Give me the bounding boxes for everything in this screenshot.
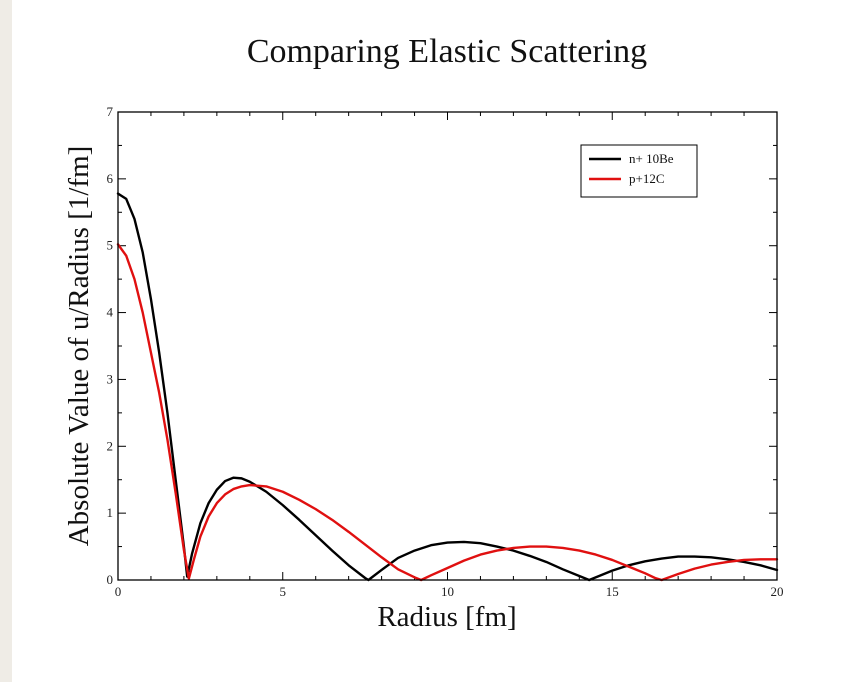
y-axis-label: Absolute Value of u/Radius [1/fm] (63, 146, 95, 547)
y-tick-label: 1 (107, 505, 114, 520)
x-tick-label: 5 (280, 584, 287, 599)
series-layer (116, 192, 779, 582)
y-tick-label: 2 (107, 438, 114, 453)
y-tick-label: 7 (107, 104, 114, 119)
x-tick-label: 20 (771, 584, 784, 599)
axis-ticks: 0 5 10 15 20 0 1 2 3 4 5 6 7 (107, 104, 784, 599)
y-tick-label: 5 (107, 238, 114, 253)
x-tick-label: 0 (115, 584, 122, 599)
plot-frame (117, 111, 778, 581)
x-tick-label: 15 (606, 584, 619, 599)
y-tick-label: 4 (107, 305, 114, 320)
y-tick-label: 3 (107, 371, 114, 386)
legend-label-0: n+ 10Be (629, 151, 674, 166)
legend: n+ 10Be p+12C (580, 144, 698, 198)
series-line-0 (116, 192, 779, 582)
y-tick-label: 0 (107, 572, 114, 587)
x-tick-label: 10 (441, 584, 454, 599)
y-tick-label: 6 (107, 171, 114, 186)
chart-panel (12, 0, 868, 682)
chart-title: Comparing Elastic Scattering (247, 33, 647, 70)
legend-label-1: p+12C (629, 171, 665, 186)
x-axis-label: Radius [fm] (377, 601, 516, 633)
series-line-1 (116, 243, 779, 582)
legend-box (580, 144, 698, 198)
